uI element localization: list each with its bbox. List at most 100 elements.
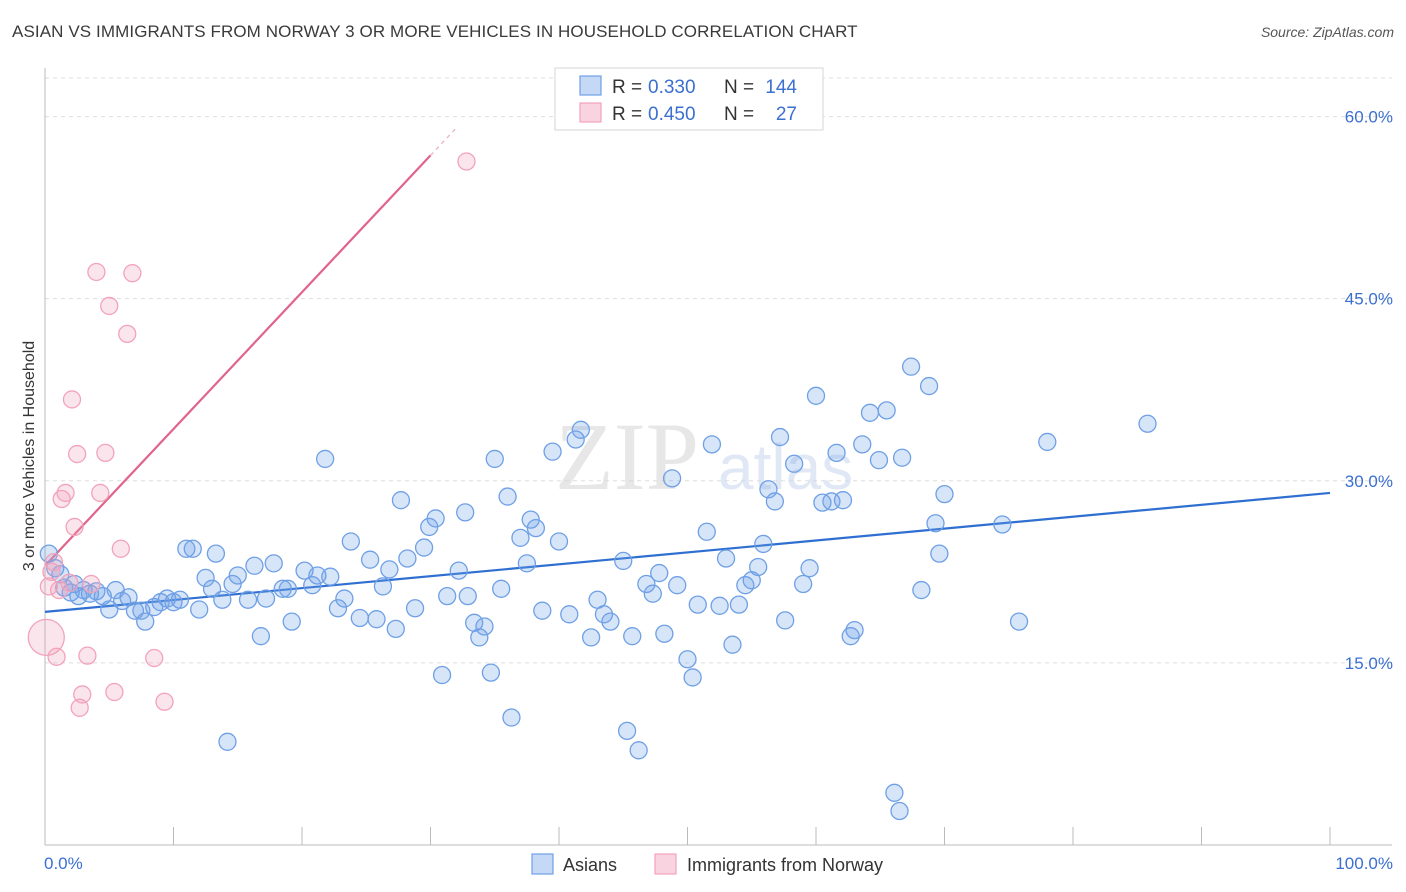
norway-point: [87, 262, 106, 282]
norway-point: [82, 574, 101, 594]
legend-n-label-norway: N =: [724, 104, 754, 125]
asians-point: [629, 741, 648, 760]
asians-point: [637, 574, 656, 594]
asians-point: [860, 403, 880, 422]
norway-point: [78, 646, 97, 665]
asians-point: [1038, 432, 1057, 452]
asians-point: [511, 528, 530, 547]
legend-r-value-asians: 0.330: [648, 77, 696, 98]
norway-point: [70, 698, 89, 717]
norway-point: [44, 552, 64, 572]
norway-point: [111, 539, 130, 558]
asians-point: [526, 518, 546, 538]
asians-point: [869, 450, 889, 470]
norway-point: [67, 444, 87, 464]
y-tick-label: 30.0%: [1345, 472, 1393, 491]
asians-point: [543, 442, 562, 461]
norway-point: [96, 443, 115, 463]
asians-point: [335, 589, 354, 608]
asians-point: [492, 579, 511, 598]
asians-point: [877, 401, 896, 420]
asians-point: [183, 539, 202, 558]
gridlines: [45, 77, 1392, 664]
y-tick-label: 15.0%: [1345, 654, 1393, 673]
asians-point: [432, 665, 452, 685]
asians-point: [643, 584, 662, 603]
watermark-zip: ZIP: [555, 403, 699, 510]
asians-point: [926, 514, 945, 533]
asians-point: [993, 515, 1012, 534]
asians-point: [655, 624, 674, 643]
asians-point: [498, 487, 517, 506]
asians-point: [251, 627, 271, 646]
asians-point: [458, 586, 477, 606]
norway-trend-line: [44, 154, 432, 567]
asians-point: [601, 612, 620, 631]
legend-n-label-asians: N =: [724, 77, 754, 98]
norway-point: [105, 682, 124, 702]
asians-point: [729, 595, 749, 614]
asians-point: [827, 443, 846, 463]
asians-point: [1009, 612, 1029, 631]
asians-point: [426, 509, 445, 528]
bottom-legend: Asians Immigrants from Norway: [531, 853, 883, 875]
legend-swatch-asians: [579, 75, 602, 96]
asians-point: [228, 566, 247, 585]
asians-point: [373, 577, 393, 596]
asians-point: [688, 595, 707, 614]
asians-point: [901, 357, 921, 376]
asians-point: [475, 617, 494, 636]
top-legend: R = 0.330 N = 144 R = 0.450 N = 27: [554, 67, 824, 131]
norway-point: [27, 618, 65, 657]
norway-point: [100, 296, 119, 316]
asians-point: [594, 605, 614, 624]
asians-point: [754, 534, 773, 554]
asians-point: [350, 608, 369, 628]
legend-swatch-norway: [579, 102, 602, 123]
asians-point: [256, 589, 276, 608]
norway-point: [39, 577, 59, 596]
asians-point: [566, 430, 585, 449]
asians-point: [845, 620, 864, 640]
legend-r-label-asians: R =: [612, 77, 642, 98]
asians-point: [278, 579, 298, 598]
asians-point: [481, 663, 501, 682]
asians-point: [264, 554, 283, 573]
x-tick-label: 100.0%: [1335, 854, 1393, 873]
bottom-legend-label-norway: Immigrants from Norway: [687, 855, 883, 875]
asians-point: [919, 376, 939, 396]
asians-point: [238, 590, 258, 609]
asians-point: [930, 544, 949, 563]
asians-point: [360, 550, 380, 569]
asians-point: [785, 454, 804, 473]
asians-point: [794, 574, 813, 594]
asians-point: [533, 601, 552, 620]
asians-point: [668, 576, 687, 595]
source-credit: Source: ZipAtlas.com: [1260, 24, 1394, 40]
norway-point: [56, 483, 75, 503]
norway-point: [145, 648, 164, 668]
asians-trend-line: [44, 491, 1331, 613]
asians-point: [770, 427, 790, 447]
asians-point: [697, 522, 716, 541]
norway-point: [155, 692, 174, 711]
asians-point: [100, 600, 119, 619]
series-asians-points: [39, 357, 1157, 821]
asians-point: [662, 469, 682, 488]
asians-point: [470, 628, 489, 647]
chart-title: ASIAN VS IMMIGRANTS FROM NORWAY 3 OR MOR…: [12, 22, 858, 41]
asians-point: [776, 611, 795, 630]
bottom-legend-swatch-asians: [531, 853, 554, 875]
asians-point: [321, 567, 340, 586]
bottom-legend-swatch-norway: [654, 853, 677, 875]
asians-point: [190, 600, 209, 619]
asians-point: [765, 492, 785, 511]
norway-point: [457, 152, 476, 171]
asians-point: [449, 561, 468, 580]
norway-point: [123, 264, 142, 283]
asians-point: [136, 612, 155, 631]
norway-trend-extension: [430, 127, 457, 156]
axes: [44, 68, 1392, 846]
legend-n-value-asians: 144: [765, 77, 797, 98]
